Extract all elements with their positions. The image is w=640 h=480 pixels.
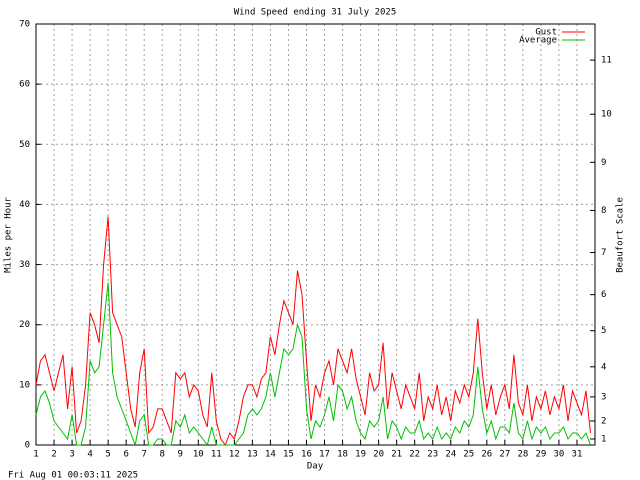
- x-tick-label: 20: [373, 450, 384, 460]
- y-tick-label: 0: [25, 441, 30, 451]
- x-tick-label: 8: [160, 450, 165, 460]
- x-tick-label: 6: [123, 450, 128, 460]
- chart-title: Wind Speed ending 31 July 2025: [234, 8, 397, 18]
- x-tick-label: 30: [554, 450, 565, 460]
- x-tick-label: 7: [141, 450, 146, 460]
- x-tick-label: 19: [355, 450, 366, 460]
- y2-tick-label: 11: [601, 56, 612, 66]
- plot-frame: [35, 23, 596, 446]
- x-tick-label: 17: [319, 450, 330, 460]
- x-tick-label: 11: [211, 450, 222, 460]
- x-tick-label: 31: [572, 450, 583, 460]
- y-tick-label: 50: [19, 140, 30, 150]
- y-axis-label: Miles per Hour: [4, 196, 14, 272]
- x-tick-label: 9: [178, 450, 183, 460]
- y2-tick-label: 4: [601, 362, 606, 372]
- y-tick-label: 40: [19, 200, 30, 210]
- y-tick-label: 70: [19, 20, 30, 30]
- x-tick-label: 23: [427, 450, 438, 460]
- x-tick-label: 5: [105, 450, 110, 460]
- x-tick-label: 26: [481, 450, 492, 460]
- y2-tick-label: 9: [601, 158, 606, 168]
- data-line: [35, 282, 591, 447]
- y-tick-label: 10: [19, 380, 30, 390]
- y-tick-label: 30: [19, 260, 30, 270]
- y2-axis-label: Beaufort Scale: [616, 197, 626, 273]
- x-tick-label: 29: [535, 450, 546, 460]
- x-tick-label: 24: [445, 450, 456, 460]
- x-tick-label: 21: [391, 450, 402, 460]
- x-tick-label: 16: [301, 450, 312, 460]
- y-tick-label: 20: [19, 320, 30, 330]
- x-tick-label: 13: [247, 450, 258, 460]
- footer: Fri Aug 01 00:03:11 2025: [8, 471, 138, 480]
- x-tick-label: 2: [51, 450, 56, 460]
- x-tick-label: 3: [69, 450, 74, 460]
- y2-tick-label: 10: [601, 110, 612, 120]
- x-tick-label: 27: [499, 450, 510, 460]
- y2-tick-label: 8: [601, 206, 606, 216]
- x-axis-label: Day: [307, 462, 324, 472]
- x-tick-label: 28: [517, 450, 528, 460]
- y2-tick-label: 6: [601, 290, 606, 300]
- x-tick-label: 12: [229, 450, 240, 460]
- y-tick-label: 60: [19, 80, 30, 90]
- y2-tick-label: 3: [601, 392, 606, 402]
- x-tick-label: 4: [87, 450, 92, 460]
- y2-tick-label: 1: [601, 434, 606, 444]
- y2-tick-label: 5: [601, 326, 606, 336]
- y2-tick-label: 2: [601, 416, 606, 426]
- legend-label: Average: [519, 36, 557, 46]
- y2-tick-label: 7: [601, 248, 606, 258]
- x-tick-label: 15: [283, 450, 294, 460]
- x-tick-label: 14: [265, 450, 276, 460]
- x-tick-label: 25: [463, 450, 474, 460]
- x-tick-label: 22: [409, 450, 420, 460]
- legend-label: Gust: [535, 28, 557, 38]
- x-tick-label: 1: [33, 450, 38, 460]
- data-line: [35, 216, 591, 447]
- x-tick-label: 18: [337, 450, 348, 460]
- x-tick-label: 10: [193, 450, 204, 460]
